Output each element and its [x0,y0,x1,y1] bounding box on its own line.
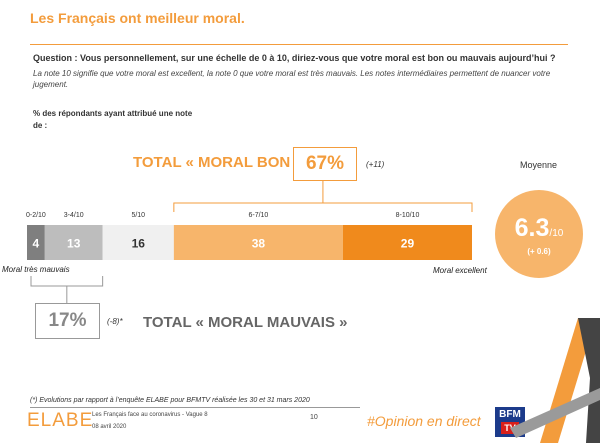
moral-excellent-label: Moral excellent [433,266,487,275]
elabe-logo: ELABE [27,410,94,431]
bar-3-4/10 [44,225,103,260]
moyenne-label: Moyenne [520,160,558,170]
moyenne-value-group: 6.3/10 [495,214,583,243]
moral-bon-total: 67% [293,147,357,181]
data-label: 38 [252,237,266,251]
data-label: 29 [401,237,415,251]
footnote-divider [30,407,360,408]
page-title: Les Français ont meilleur moral. [30,10,245,26]
hashtag: #Opinion en direct [367,413,481,429]
category-label: 8-10/10 [396,212,420,219]
category-label: 3-4/10 [64,212,84,219]
moral-mauvais-label: TOTAL « MORAL MAUVAIS » [143,314,348,331]
question-text: Question : Vous personnellement, sur une… [33,53,556,63]
bar-6-7/10 [173,225,343,260]
moral-bon-variation: (+11) [366,160,385,169]
title-divider [30,44,568,45]
footnote: (*) Evolutions par rapport à l’enquête E… [30,397,310,404]
survey-date: 08 avril 2020 [92,424,127,430]
survey-name: Les Français face au coronavirus - Vague… [92,412,208,418]
respondents-caption: % des répondants ayant attribué une note… [33,109,193,130]
moral-mauvais-variation: (-8)* [107,317,123,326]
bar-0-2/10 [27,225,45,260]
bfm-logo-text: BFM [499,409,521,420]
decorative-a-graphic [510,318,600,443]
moral-mauvais-total: 17% [35,303,100,339]
moyenne-value: 6.3 [514,214,550,242]
moral-bon-bracket [173,181,473,212]
moral-mauvais-bracket [30,276,104,303]
moral-tres-mauvais-label: Moral très mauvais [2,265,70,274]
moyenne-variation: (+ 0.6) [527,247,551,256]
data-label: 13 [67,237,81,251]
category-label: 5/10 [131,212,145,219]
moyenne-circle: 6.3/10 (+ 0.6) [495,190,583,278]
data-label: 16 [132,237,146,251]
page-number: 10 [310,414,318,421]
data-label: 4 [33,237,40,251]
moral-bon-label: TOTAL « MORAL BON » [133,154,303,171]
bar-8-10/10 [342,225,472,260]
moyenne-denominator: /10 [549,228,564,239]
scale-note: La note 10 signifie que votre moral est … [33,69,551,89]
bar-5/10 [102,225,174,260]
category-label: 6-7/10 [248,212,268,219]
category-label: 0-2/10 [26,212,46,219]
